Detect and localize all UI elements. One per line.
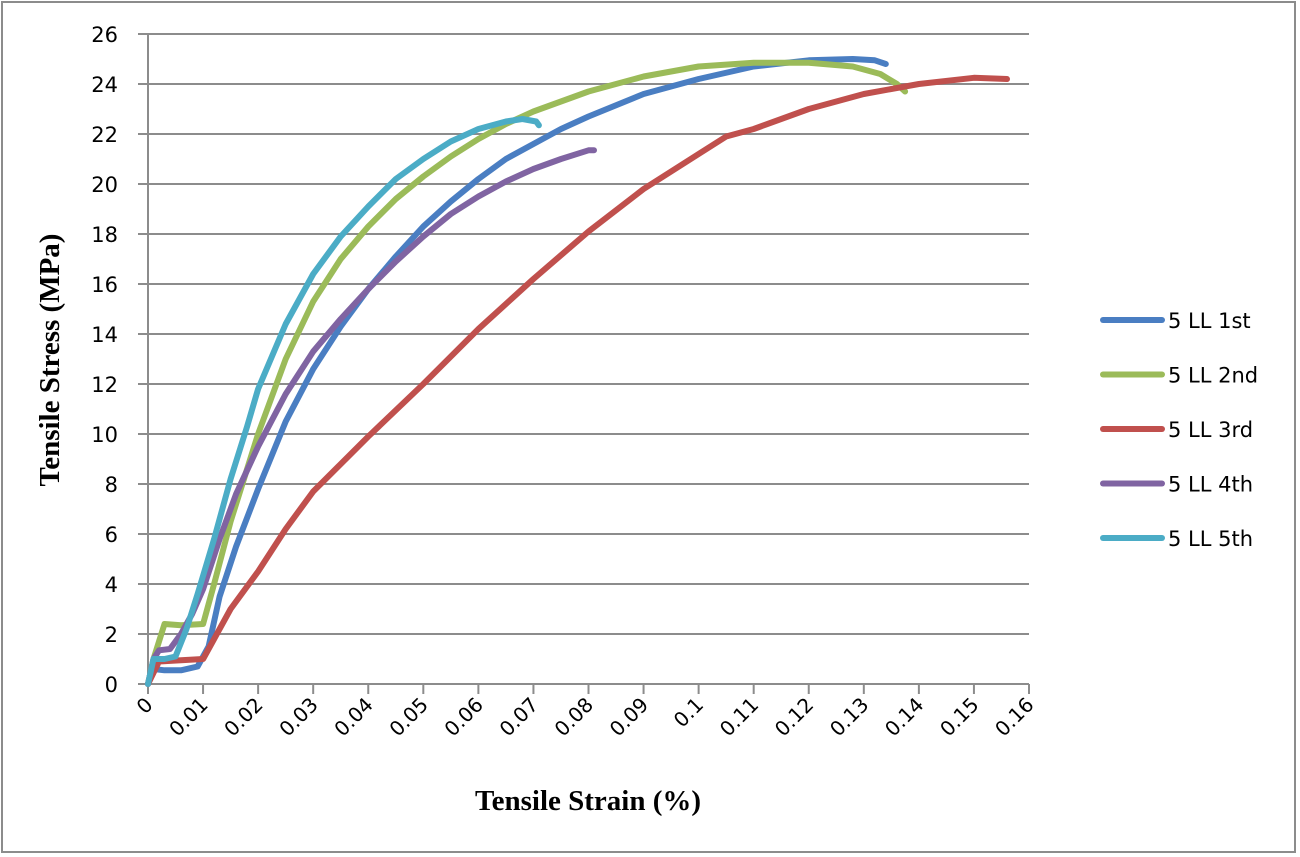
series-line-5	[145, 116, 542, 687]
x-tick-label: 0.05	[384, 693, 432, 741]
y-tick-label: 10	[91, 423, 118, 447]
legend-label: 5 LL 3rd	[1168, 418, 1253, 442]
series-line-2	[145, 59, 909, 687]
legend-label: 5 LL 5th	[1168, 527, 1253, 551]
legend: 5 LL 1st 5 LL 2nd 5 LL 3rd 5 LL 4th 5 LL 5th	[1100, 309, 1258, 551]
series-line-4	[145, 147, 597, 687]
series-line-3	[145, 74, 1010, 687]
x-tick-label: 0.14	[880, 693, 928, 741]
legend-label: 5 LL 2nd	[1168, 364, 1258, 388]
x-tick-label: 0.03	[274, 693, 322, 741]
x-tick-label: 0.1	[669, 693, 708, 732]
y-tick-label: 26	[91, 23, 118, 47]
x-tick-label: 0.15	[935, 693, 983, 741]
x-tick-label: 0.02	[219, 693, 267, 741]
legend-label: 5 LL 1st	[1168, 309, 1251, 333]
x-tick-label: 0.12	[770, 693, 818, 741]
x-tick-label: 0.06	[439, 693, 487, 741]
y-tick-label: 12	[91, 373, 118, 397]
y-tick-label: 6	[105, 523, 118, 547]
legend-label: 5 LL 4th	[1168, 473, 1253, 497]
y-tick-label: 8	[105, 473, 118, 497]
x-tick-label: 0.11	[715, 693, 763, 741]
x-tick-label: 0.07	[495, 693, 543, 741]
y-tick-label: 16	[91, 273, 118, 297]
data-series	[145, 56, 1010, 687]
x-tick-label: 0.16	[990, 693, 1038, 741]
x-tick-label: 0.01	[164, 693, 212, 741]
y-tick-label: 0	[105, 673, 118, 697]
series-line-1	[145, 56, 889, 687]
y-tick-label: 20	[91, 173, 118, 197]
y-tick-label: 24	[91, 73, 118, 97]
x-tick-label: 0.13	[825, 693, 873, 741]
y-tick-label: 2	[105, 623, 118, 647]
y-tick-label: 14	[91, 323, 118, 347]
x-axis-title: Tensile Strain (%)	[475, 785, 701, 817]
y-tick-label: 22	[91, 123, 118, 147]
x-tick-label: 0.04	[329, 693, 377, 741]
x-axis-ticks: 0 0.01 0.02 0.03 0.04 0.05 0.06 0.07 0.08 0.09 0.1…	[132, 693, 1039, 741]
y-axis-title: Tensile Stress (MPa)	[34, 234, 66, 487]
y-tick-label: 4	[105, 573, 118, 597]
y-tick-label: 18	[91, 223, 118, 247]
x-tick-label: 0.09	[605, 693, 653, 741]
x-tick-label: 0.08	[550, 693, 598, 741]
x-tick-label: 0	[132, 693, 158, 719]
